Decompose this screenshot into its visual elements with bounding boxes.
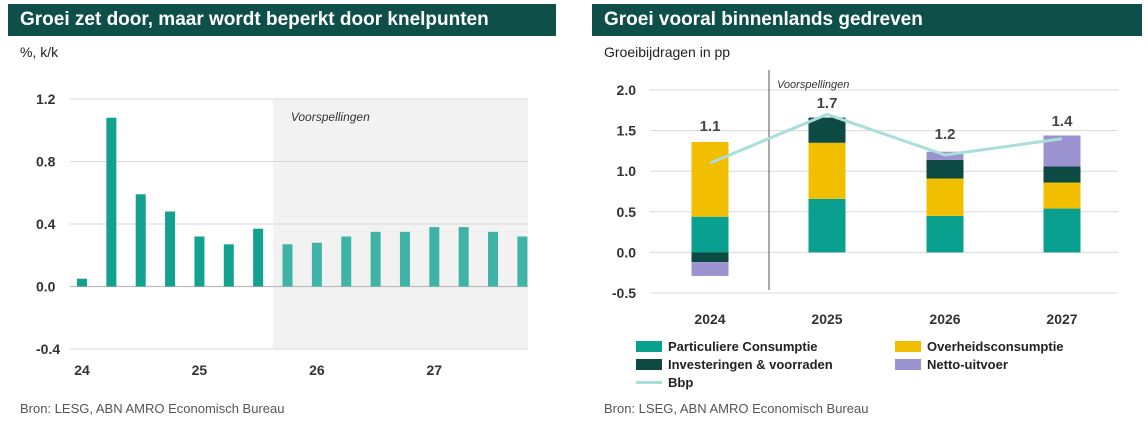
right-source-note: Bron: LSEG, ABN AMRO Economisch Bureau (604, 401, 869, 416)
x-tick-label: 26 (309, 362, 325, 378)
legend-label: Netto-uitvoer (927, 357, 1008, 372)
legend-label: Investeringen & voorraden (668, 357, 833, 372)
bar (282, 244, 293, 287)
right-chart-subtitle: Groeibijdragen in pp (604, 44, 731, 60)
left-chart-title: Groei zet door, maar wordt beperkt door … (8, 4, 556, 36)
bar (517, 236, 528, 287)
bar (253, 228, 264, 287)
legend-item-netto-uitvoer: Netto-uitvoer (895, 357, 1008, 372)
legend-item-overheidsconsumptie: Overheidsconsumptie (895, 339, 1064, 354)
bar (194, 236, 205, 287)
bar (135, 194, 146, 287)
bar (106, 117, 117, 287)
legend-item-particuliere-consumptie: Particuliere Consumptie (636, 339, 818, 354)
bar (370, 231, 381, 287)
y-tick-label: 0.8 (36, 154, 56, 170)
bar (311, 242, 322, 287)
bar (165, 211, 176, 287)
bar (458, 227, 469, 287)
legend-line-swatch (636, 381, 662, 384)
bar (429, 227, 440, 287)
x-tick-label: 24 (74, 362, 90, 378)
y-tick-label: -0.4 (36, 341, 60, 357)
bar (77, 278, 87, 287)
legend-label: Bbp (668, 375, 694, 390)
legend-swatch (636, 341, 662, 352)
x-tick-label: 25 (192, 362, 208, 378)
bar (223, 244, 234, 287)
legend-swatch (895, 341, 921, 352)
left-chart-subtitle: %, k/k (20, 44, 59, 60)
y-tick-label: 0.0 (36, 279, 56, 295)
forecast-annotation: Voorspellingen (291, 110, 370, 124)
right-chart-title: Groei vooral binnenlands gedreven (592, 4, 1142, 36)
bar (399, 231, 410, 287)
left-source-note: Bron: LESG, ABN AMRO Economisch Bureau (20, 401, 285, 416)
x-tick-label: 27 (427, 362, 443, 378)
bar (341, 236, 352, 287)
y-tick-label: 1.2 (36, 91, 56, 107)
legend-item-bbp: Bbp (636, 375, 693, 390)
y-tick-label: 0.4 (36, 216, 56, 232)
legend-label: Overheidsconsumptie (927, 339, 1064, 354)
legend-swatch (895, 359, 921, 370)
legend-label: Particuliere Consumptie (668, 339, 818, 354)
legend-swatch (636, 359, 662, 370)
legend-item-investeringen-voorraden: Investeringen & voorraden (636, 357, 833, 372)
bar (488, 231, 499, 287)
